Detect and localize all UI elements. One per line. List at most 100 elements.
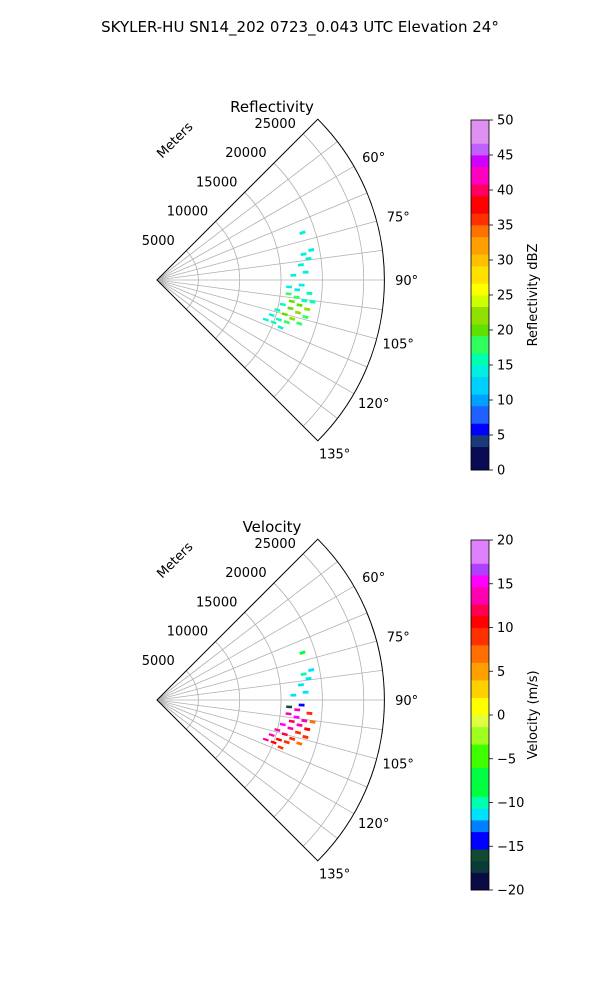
reflectivity-colorbar: 0 5 10 15 20 25 30 35 40 45 50 Reflectivity dBZ — [470, 114, 541, 479]
colorbar-segment — [471, 680, 489, 687]
colorbar-segment — [471, 691, 489, 698]
colorbar-segment — [471, 860, 489, 868]
colorbar-segment — [471, 143, 489, 150]
colorbar-segment — [471, 260, 489, 267]
colorbar-segment — [471, 190, 489, 197]
colorbar-segment — [471, 464, 489, 471]
data-cell — [285, 292, 292, 296]
data-cell — [294, 708, 301, 712]
colorbar-segment — [471, 621, 489, 628]
colorbar-segment — [471, 330, 489, 337]
data-cell — [296, 741, 303, 746]
data-cell — [308, 247, 315, 253]
data-cell — [299, 650, 306, 655]
colorbar-segment — [471, 347, 489, 354]
angular-tick-label: 90° — [395, 694, 418, 709]
colorbar-segment — [471, 720, 489, 728]
data-cell — [294, 310, 302, 315]
data-cell — [287, 726, 294, 731]
data-cell — [304, 727, 311, 732]
data-cell — [300, 672, 307, 677]
colorbar-segment — [471, 825, 489, 833]
colorbar-segment — [471, 201, 489, 208]
colorbar-segment — [471, 300, 489, 308]
colorbar-segment — [471, 155, 489, 162]
angular-tick-label: 105° — [383, 338, 414, 353]
colorbar-segment — [471, 802, 489, 809]
data-cell — [288, 736, 296, 741]
data-cell — [290, 693, 297, 697]
radial-tick-label: 15000 — [196, 595, 237, 610]
colorbar-segment — [471, 773, 489, 780]
angular-grid-line — [156, 699, 377, 760]
data-cell — [288, 299, 295, 304]
colorbar-segment — [471, 855, 489, 862]
data-cell — [285, 712, 292, 716]
data-cell — [294, 730, 302, 735]
radial-tick-label: 20000 — [225, 146, 266, 161]
velocity-plot: 5000 10000 15000 20000 25000 Meters 60° 75° 90° 1… — [142, 537, 418, 883]
colorbar-segment — [471, 866, 489, 873]
angular-tick-label: 135° — [319, 868, 350, 883]
colorbar-segment — [471, 318, 489, 325]
angular-grid-line — [156, 279, 338, 419]
colorbar-segment — [471, 592, 489, 599]
colorbar-segment — [471, 213, 489, 220]
colorbar-segment — [471, 435, 489, 442]
data-cell — [275, 317, 283, 322]
colorbar-segment — [471, 627, 489, 634]
colorbar-segment — [471, 633, 489, 640]
colorbar-segment — [471, 767, 489, 774]
data-cell — [275, 737, 283, 742]
colorbar-segment — [471, 645, 489, 652]
angular-grid-line — [156, 669, 383, 701]
colorbar-tick-label: 35 — [497, 219, 514, 234]
colorbar-segment — [471, 703, 489, 710]
radial-axis-label: Meters — [154, 540, 196, 582]
colorbar-segment — [471, 306, 489, 313]
colorbar-tick-label: −5 — [497, 752, 516, 767]
angular-tick-label: 120° — [358, 817, 389, 832]
colorbar-label: Velocity (m/s) — [526, 670, 541, 759]
angular-grid-line — [156, 220, 377, 281]
data-cell — [277, 745, 284, 750]
colorbar-segment — [471, 808, 489, 815]
data-cell — [296, 303, 303, 308]
colorbar-segment — [471, 674, 489, 681]
colorbar-segment — [471, 668, 489, 675]
colorbar-segment — [471, 184, 489, 191]
colorbar-segment — [471, 207, 489, 214]
colorbar-tick-label: 0 — [497, 464, 505, 479]
colorbar-tick-label: 0 — [497, 709, 505, 724]
data-cell — [309, 299, 316, 304]
angular-tick-label: 75° — [387, 210, 410, 225]
angular-tick-label: 60° — [362, 151, 385, 166]
angular-grid-line — [156, 165, 355, 281]
colorbar-segment — [471, 540, 489, 547]
colorbar-segment — [471, 248, 489, 255]
data-cell — [301, 718, 308, 723]
data-cell — [283, 740, 290, 745]
sector-outline — [156, 118, 385, 442]
data-cell — [298, 283, 305, 287]
data-cell — [290, 273, 297, 277]
data-cell — [283, 320, 290, 325]
colorbar-segment — [471, 709, 489, 716]
radial-tick-label: 5000 — [142, 234, 175, 249]
data-cell — [288, 719, 295, 724]
colorbar-segment — [471, 405, 489, 413]
colorbar-segment — [471, 446, 489, 453]
colorbar-tick-label: 30 — [497, 254, 514, 269]
colorbar-segment — [471, 878, 489, 885]
colorbar-label: Reflectivity dBZ — [526, 244, 541, 347]
colorbar-segment — [471, 755, 489, 763]
data-cell — [268, 313, 275, 318]
colorbar-segment — [471, 417, 489, 424]
colorbar-segment — [471, 295, 489, 302]
colorbar-tick-label: 15 — [497, 577, 514, 592]
data-cell — [279, 722, 286, 727]
data-cell — [281, 732, 288, 737]
data-cell — [274, 728, 281, 732]
angular-grid-line — [156, 699, 338, 839]
radial-tick-label: 10000 — [167, 625, 208, 640]
